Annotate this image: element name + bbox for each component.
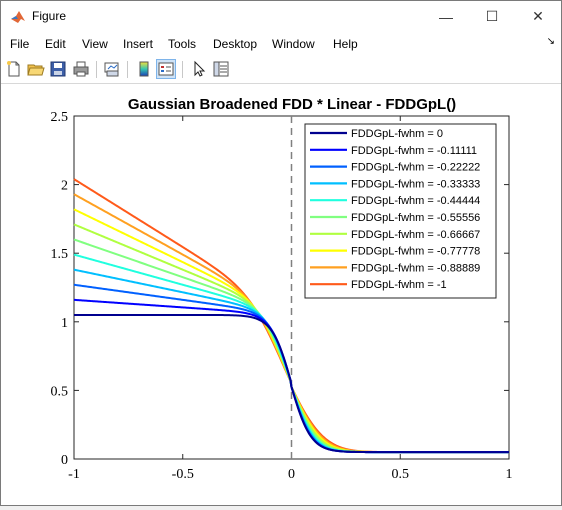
toolbar-separator <box>96 61 97 78</box>
y-tick-label: 2 <box>61 179 68 194</box>
x-tick-label: -0.5 <box>172 467 194 482</box>
x-tick-label: -1 <box>68 467 80 482</box>
window-title: Figure <box>32 9 66 23</box>
toolbar <box>1 56 561 84</box>
open-file-icon[interactable] <box>27 60 45 78</box>
chart-title: Gaussian Broadened FDD * Linear - FDDGpL… <box>128 96 456 113</box>
maximize-icon: ☐ <box>486 8 499 25</box>
close-icon: ✕ <box>532 8 544 25</box>
legend-entry: FDDGpL-fwhm = -1 <box>351 279 447 291</box>
figure-canvas[interactable]: Gaussian Broadened FDD * Linear - FDDGpL… <box>1 84 561 505</box>
minimize-button[interactable]: — <box>423 1 469 32</box>
menu-desktop[interactable]: Desktop <box>213 37 257 51</box>
y-tick-label: 1.5 <box>51 247 69 262</box>
line-chart[interactable]: Gaussian Broadened FDD * Linear - FDDGpL… <box>1 84 561 505</box>
legend-entry: FDDGpL-fwhm = -0.11111 <box>351 145 477 157</box>
toolbar-separator <box>182 61 183 78</box>
print-icon[interactable] <box>72 60 90 78</box>
link-plot-icon[interactable] <box>103 60 121 78</box>
property-inspector-icon[interactable] <box>212 60 230 78</box>
pointer-icon[interactable] <box>190 60 208 78</box>
menu-insert[interactable]: Insert <box>123 37 153 51</box>
x-tick-label: 0.5 <box>392 467 410 482</box>
menu-edit[interactable]: Edit <box>45 37 66 51</box>
legend-entry: FDDGpL-fwhm = -0.66667 <box>351 229 480 241</box>
y-tick-label: 0.5 <box>51 384 69 399</box>
maximize-button[interactable]: ☐ <box>469 1 515 32</box>
y-tick-label: 1 <box>61 316 68 331</box>
dock-arrow-icon[interactable]: ↘ <box>547 36 555 47</box>
close-button[interactable]: ✕ <box>515 1 561 32</box>
insert-colorbar-icon[interactable] <box>135 60 153 78</box>
legend-entry: FDDGpL-fwhm = -0.44444 <box>351 195 480 207</box>
toolbar-separator <box>127 61 128 78</box>
legend-entry: FDDGpL-fwhm = -0.55556 <box>351 212 480 224</box>
y-tick-label: 2.5 <box>51 110 69 125</box>
legend-entry: FDDGpL-fwhm = 0 <box>351 128 443 140</box>
minimize-icon: — <box>439 9 453 25</box>
y-tick-label: 0 <box>61 453 68 468</box>
menu-window[interactable]: Window <box>272 37 315 51</box>
matlab-logo-icon <box>10 9 26 25</box>
new-figure-icon[interactable] <box>5 60 23 78</box>
legend-entry: FDDGpL-fwhm = -0.88889 <box>351 262 480 274</box>
title-bar[interactable]: Figure — ☐ ✕ <box>1 1 561 32</box>
x-tick-label: 1 <box>506 467 513 482</box>
menu-bar: File Edit View Insert Tools Desktop Wind… <box>1 32 561 56</box>
menu-tools[interactable]: Tools <box>168 37 196 51</box>
legend-entry: FDDGpL-fwhm = -0.33333 <box>351 178 480 190</box>
legend-entry: FDDGpL-fwhm = -0.22222 <box>351 162 480 174</box>
menu-help[interactable]: Help <box>333 37 358 51</box>
insert-legend-icon[interactable] <box>157 60 175 78</box>
x-tick-label: 0 <box>288 467 295 482</box>
legend-entry: FDDGpL-fwhm = -0.77778 <box>351 246 480 258</box>
menu-view[interactable]: View <box>82 37 108 51</box>
save-icon[interactable] <box>49 60 67 78</box>
menu-file[interactable]: File <box>10 37 29 51</box>
